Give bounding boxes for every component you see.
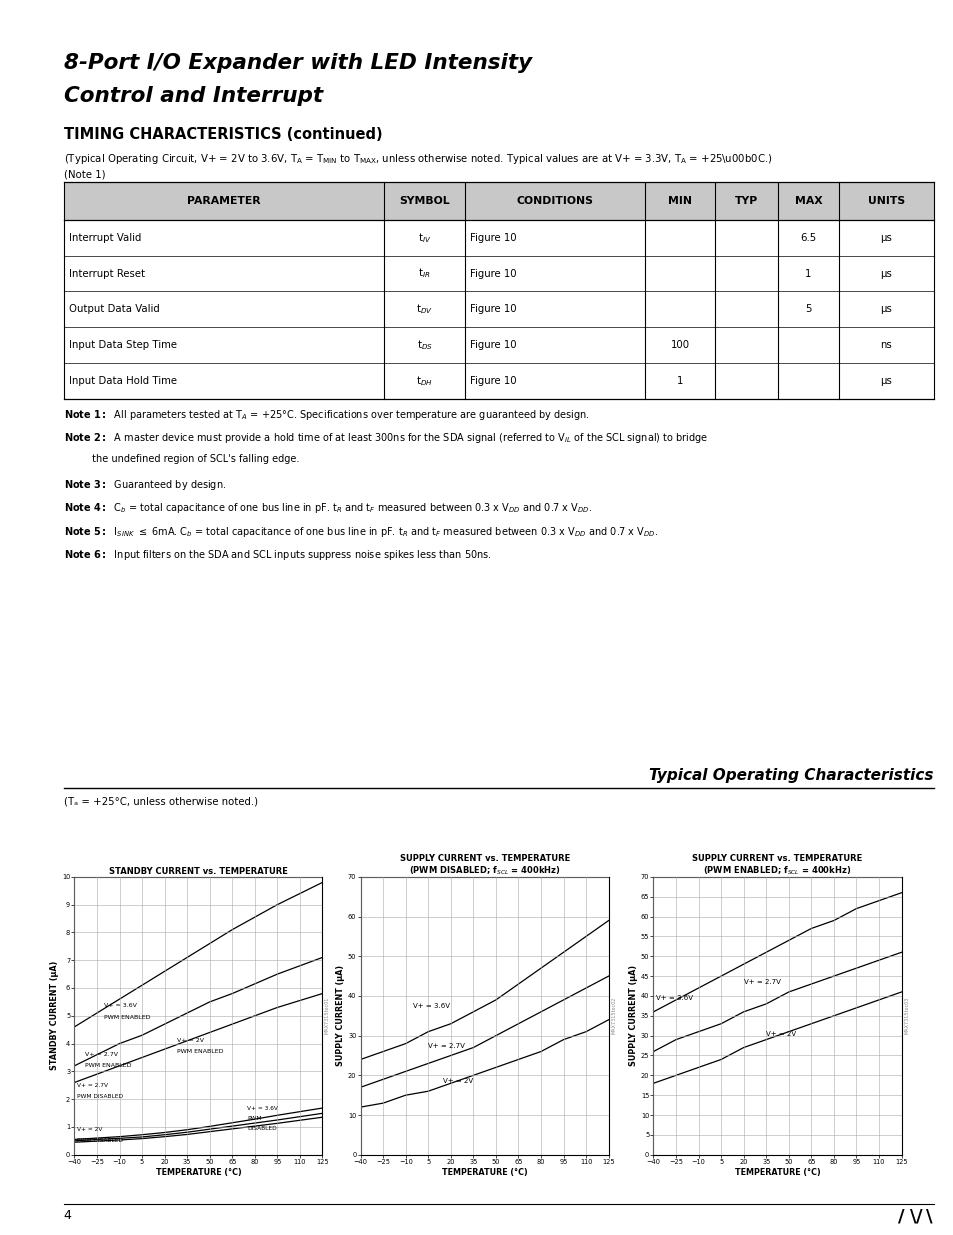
- Text: ns: ns: [880, 340, 891, 351]
- Text: $\mathbf{/\/\/\backslash/\/\backslash}$: $\mathbf{/\/\/\backslash/\/\backslash}$: [896, 1208, 933, 1226]
- Text: V+ = 2.7V: V+ = 2.7V: [743, 979, 780, 986]
- Text: V+ = 3.6V: V+ = 3.6V: [105, 1004, 137, 1009]
- Text: $\bf{Note\ 2:}$  A master device must provide a hold time of at least 300ns for : $\bf{Note\ 2:}$ A master device must pro…: [64, 431, 707, 445]
- Title: STANDBY CURRENT vs. TEMPERATURE: STANDBY CURRENT vs. TEMPERATURE: [109, 867, 288, 876]
- Text: t$_{DH}$: t$_{DH}$: [416, 374, 433, 388]
- Title: SUPPLY CURRENT vs. TEMPERATURE
(PWM DISABLED; f$_{SCL}$ = 400kHz): SUPPLY CURRENT vs. TEMPERATURE (PWM DISA…: [399, 853, 569, 877]
- Text: V+ = 3.6V: V+ = 3.6V: [247, 1107, 278, 1112]
- Text: V+ = 2V: V+ = 2V: [443, 1078, 473, 1084]
- Text: t$_{DS}$: t$_{DS}$: [416, 338, 432, 352]
- Text: Input Data Hold Time: Input Data Hold Time: [70, 375, 177, 387]
- Text: 6.5: 6.5: [800, 232, 816, 243]
- Text: PWM ENABLED: PWM ENABLED: [105, 1015, 151, 1020]
- Text: V+ = 2V: V+ = 2V: [77, 1128, 103, 1132]
- Text: MAX7315toc01: MAX7315toc01: [325, 997, 330, 1035]
- Text: Output Data Valid: Output Data Valid: [70, 304, 160, 315]
- Bar: [64, 182, 933, 220]
- Text: t$_{IV}$: t$_{IV}$: [417, 231, 431, 245]
- Text: V+ = 2V: V+ = 2V: [765, 1031, 796, 1036]
- Text: MAX7315toc03: MAX7315toc03: [903, 997, 908, 1035]
- Text: μs: μs: [880, 268, 891, 279]
- Text: Interrupt Valid: Interrupt Valid: [70, 232, 141, 243]
- Text: UNITS: UNITS: [867, 195, 904, 206]
- Text: V+ = 2V: V+ = 2V: [176, 1039, 203, 1044]
- X-axis label: TEMPERATURE (°C): TEMPERATURE (°C): [155, 1167, 241, 1177]
- Text: MIN: MIN: [667, 195, 691, 206]
- Text: TYP: TYP: [734, 195, 757, 206]
- Text: MAX7315toc02: MAX7315toc02: [611, 997, 616, 1035]
- Text: V+ = 3.6V: V+ = 3.6V: [413, 1003, 450, 1009]
- Text: $\bf{Note\ 6:}$  Input filters on the SDA and SCL inputs suppress noise spikes l: $\bf{Note\ 6:}$ Input filters on the SDA…: [64, 548, 491, 562]
- Text: CONDITIONS: CONDITIONS: [517, 195, 593, 206]
- Text: 1: 1: [804, 268, 811, 279]
- Text: (Note 1): (Note 1): [64, 169, 106, 179]
- Text: μs: μs: [880, 304, 891, 315]
- Text: V+ = 2.7V: V+ = 2.7V: [428, 1042, 465, 1049]
- Text: MAX7315: MAX7315: [13, 543, 27, 618]
- Text: V+ = 2.7V: V+ = 2.7V: [77, 1083, 109, 1088]
- Text: t$_{IR}$: t$_{IR}$: [417, 267, 430, 280]
- Text: μs: μs: [880, 375, 891, 387]
- Text: 1: 1: [676, 375, 682, 387]
- Text: PWM ENABLED: PWM ENABLED: [85, 1063, 132, 1068]
- Text: $\bf{Note\ 3:}$  Guaranteed by design.: $\bf{Note\ 3:}$ Guaranteed by design.: [64, 478, 226, 492]
- Y-axis label: SUPPLY CURRENT (μA): SUPPLY CURRENT (μA): [335, 966, 345, 1066]
- Text: t$_{DV}$: t$_{DV}$: [416, 303, 433, 316]
- Text: Figure 10: Figure 10: [470, 304, 517, 315]
- Text: Input Data Step Time: Input Data Step Time: [70, 340, 177, 351]
- Text: V+ = 3.6V: V+ = 3.6V: [656, 995, 693, 1000]
- Text: PWM: PWM: [247, 1116, 261, 1121]
- Text: Figure 10: Figure 10: [470, 375, 517, 387]
- Text: MAX: MAX: [794, 195, 821, 206]
- Text: Interrupt Reset: Interrupt Reset: [70, 268, 145, 279]
- Text: $\bf{Note\ 4:}$  C$_b$ = total capacitance of one bus line in pF. t$_R$ and t$_F: $\bf{Note\ 4:}$ C$_b$ = total capacitanc…: [64, 501, 592, 515]
- Text: μs: μs: [880, 232, 891, 243]
- Y-axis label: SUPPLY CURRENT (μA): SUPPLY CURRENT (μA): [628, 966, 638, 1066]
- Text: SYMBOL: SYMBOL: [398, 195, 449, 206]
- Text: PWM DISABLED: PWM DISABLED: [77, 1094, 123, 1099]
- Text: (Tₐ = +25°C, unless otherwise noted.): (Tₐ = +25°C, unless otherwise noted.): [64, 797, 257, 806]
- Text: 4: 4: [64, 1209, 71, 1223]
- Text: Figure 10: Figure 10: [470, 232, 517, 243]
- Text: Typical Operating Characteristics: Typical Operating Characteristics: [649, 768, 933, 783]
- Text: Control and Interrupt: Control and Interrupt: [64, 86, 323, 106]
- Text: Figure 10: Figure 10: [470, 268, 517, 279]
- Text: PARAMETER: PARAMETER: [187, 195, 260, 206]
- Text: 100: 100: [670, 340, 689, 351]
- Text: TIMING CHARACTERISTICS (continued): TIMING CHARACTERISTICS (continued): [64, 127, 382, 142]
- Text: PWM DISABLED: PWM DISABLED: [77, 1139, 123, 1144]
- Text: DISABLED: DISABLED: [247, 1126, 276, 1131]
- Text: V+ = 2.7V: V+ = 2.7V: [85, 1052, 118, 1057]
- Title: SUPPLY CURRENT vs. TEMPERATURE
(PWM ENABLED; f$_{SCL}$ = 400kHz): SUPPLY CURRENT vs. TEMPERATURE (PWM ENAB…: [692, 853, 862, 877]
- Text: $\bf{Note\ 5:}$  I$_{SINK}$ $\leq$ 6mA. C$_b$ = total capacitance of one bus lin: $\bf{Note\ 5:}$ I$_{SINK}$ $\leq$ 6mA. C…: [64, 525, 658, 538]
- Y-axis label: STANDBY CURRENT (μA): STANDBY CURRENT (μA): [51, 961, 59, 1071]
- X-axis label: TEMPERATURE (°C): TEMPERATURE (°C): [734, 1167, 820, 1177]
- Text: $\bf{Note\ 1:}$  All parameters tested at T$_A$ = +25°C. Specifications over tem: $\bf{Note\ 1:}$ All parameters tested at…: [64, 408, 589, 421]
- X-axis label: TEMPERATURE (°C): TEMPERATURE (°C): [441, 1167, 527, 1177]
- Text: Figure 10: Figure 10: [470, 340, 517, 351]
- Text: 5: 5: [804, 304, 811, 315]
- Text: PWM ENABLED: PWM ENABLED: [176, 1050, 223, 1055]
- Text: 8-Port I/O Expander with LED Intensity: 8-Port I/O Expander with LED Intensity: [64, 53, 532, 73]
- Text: (Typical Operating Circuit, V+ = 2V to 3.6V, T$_\mathregular{A}$ = T$_\mathregul: (Typical Operating Circuit, V+ = 2V to 3…: [64, 152, 772, 165]
- Text: the undefined region of SCL's falling edge.: the undefined region of SCL's falling ed…: [64, 454, 299, 464]
